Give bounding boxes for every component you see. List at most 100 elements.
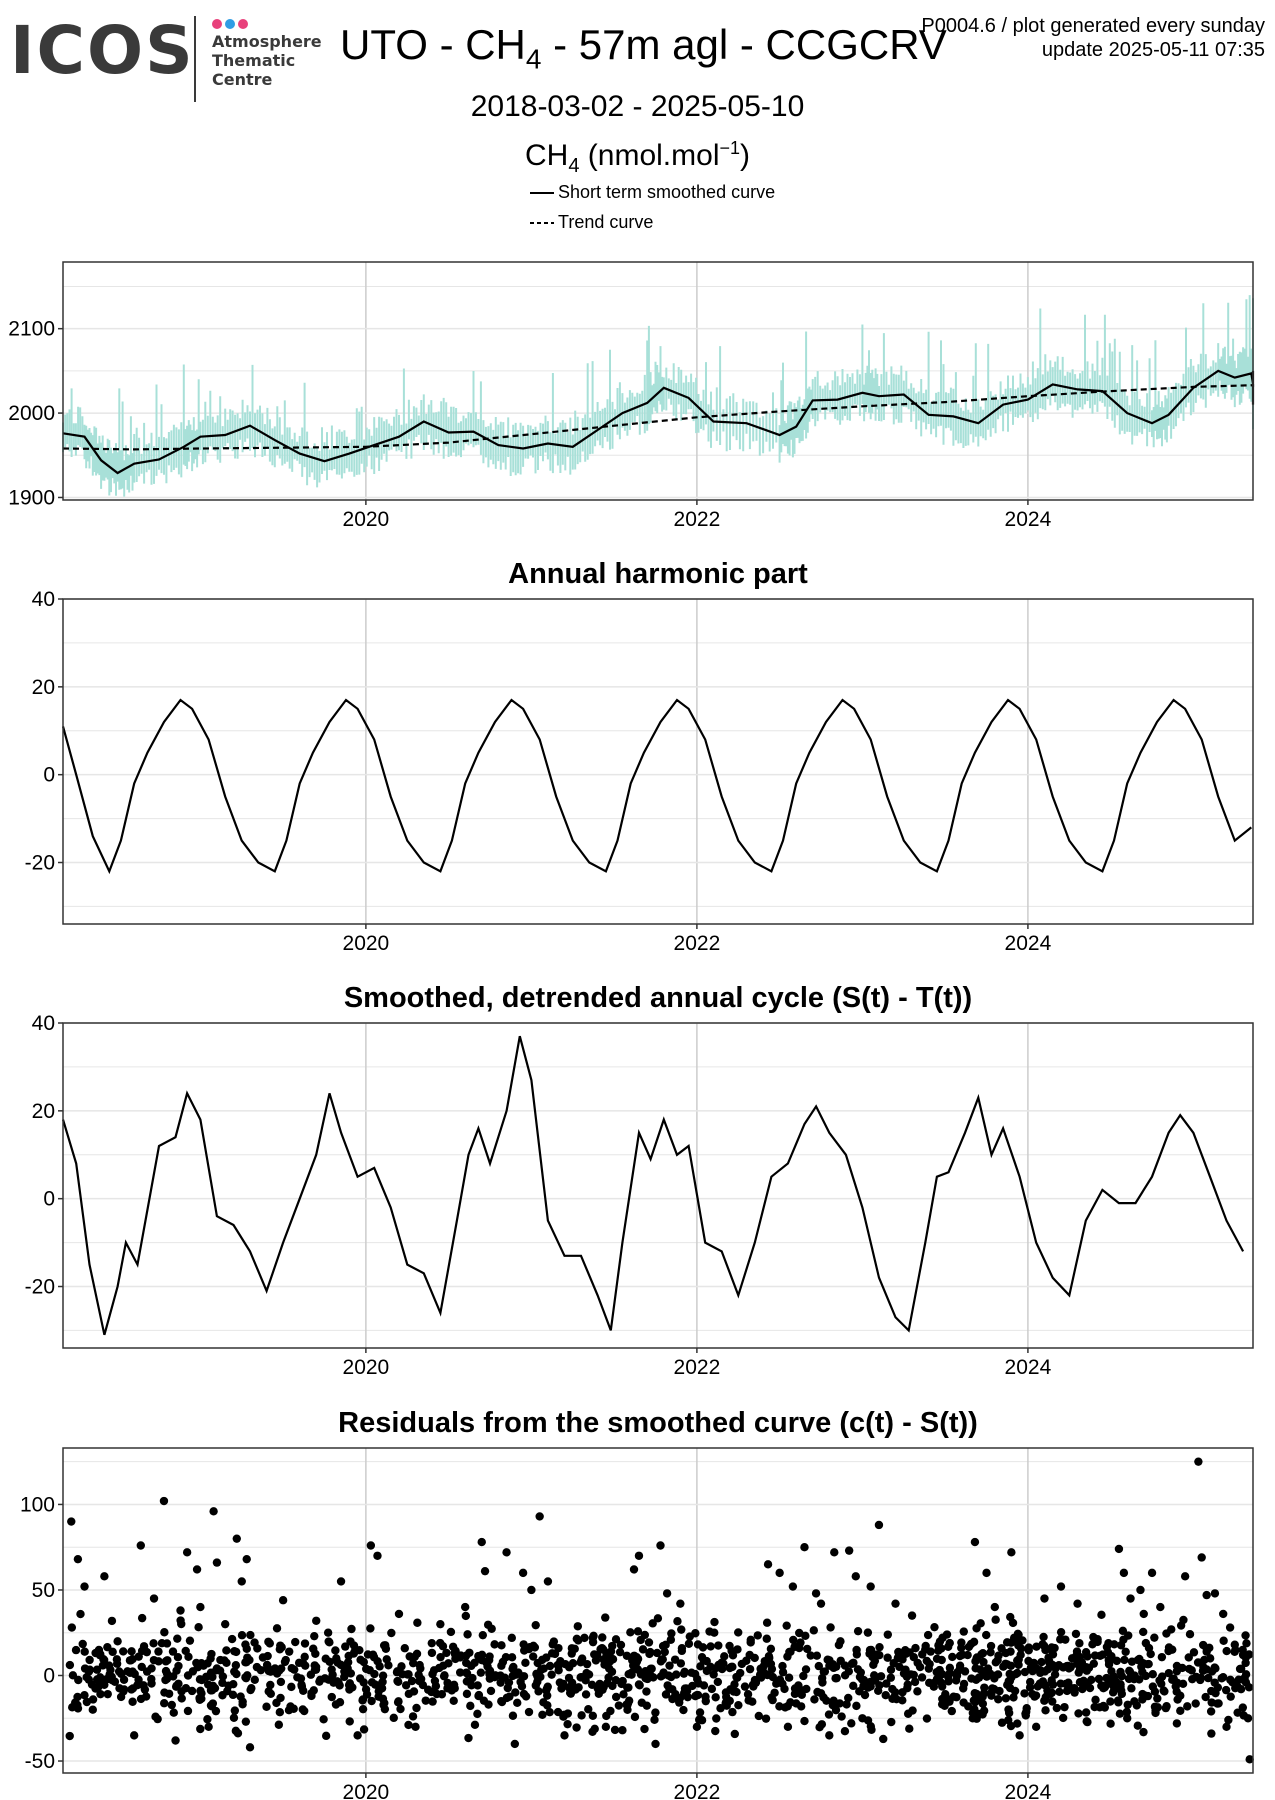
residual-point (986, 1641, 996, 1651)
residual-point (989, 1684, 999, 1694)
residual-point (375, 1662, 384, 1671)
residual-point (851, 1572, 860, 1581)
residual-point (945, 1697, 954, 1706)
residual-point (706, 1642, 715, 1651)
residual-point (670, 1655, 680, 1664)
residual-point (238, 1700, 247, 1709)
residual-point (1062, 1686, 1072, 1696)
residual-point (1139, 1627, 1148, 1637)
residual-point (559, 1679, 568, 1689)
residual-point (574, 1636, 583, 1645)
residual-point (1150, 1687, 1160, 1696)
residual-point (658, 1641, 668, 1651)
residual-point (211, 1706, 221, 1716)
chart-panel-2: 2020 2022 2024 -20 0 20 40 Annual harmonic part (25, 558, 1254, 955)
residual-point (548, 1640, 557, 1649)
residual-point (379, 1700, 388, 1710)
residual-point (1148, 1670, 1157, 1679)
residual-point (671, 1690, 680, 1699)
residual-point (1039, 1641, 1049, 1650)
residual-point (543, 1682, 552, 1691)
residual-point (828, 1660, 838, 1669)
residual-point (408, 1658, 418, 1668)
residual-point (215, 1666, 225, 1675)
residual-point (636, 1635, 645, 1645)
residual-point (359, 1725, 369, 1734)
residual-point (366, 1624, 375, 1633)
residual-point (1184, 1653, 1193, 1662)
residual-point (497, 1641, 506, 1650)
x-tick-label: 2020 (343, 508, 390, 531)
residual-point (957, 1638, 966, 1647)
residual-point (816, 1599, 826, 1608)
residual-point (542, 1653, 551, 1662)
title-subscript: 4 (525, 43, 542, 75)
residual-point (1117, 1689, 1127, 1699)
residual-point (1241, 1631, 1250, 1640)
residual-point (1188, 1674, 1197, 1684)
residual-point (840, 1727, 850, 1736)
residual-point (1075, 1639, 1084, 1648)
residual-point (413, 1618, 422, 1627)
residual-point (497, 1661, 506, 1670)
residual-point (762, 1634, 771, 1643)
residual-point (651, 1739, 660, 1749)
residual-point (1062, 1661, 1072, 1671)
residual-point (245, 1655, 254, 1665)
residual-point (1052, 1703, 1062, 1713)
residual-point (687, 1668, 696, 1677)
residual-point (978, 1692, 987, 1701)
residual-point (918, 1650, 927, 1659)
residual-point (611, 1635, 621, 1644)
residual-point (1135, 1675, 1144, 1684)
residual-point (1117, 1672, 1127, 1681)
residual-point (809, 1626, 819, 1635)
residual-point (1136, 1585, 1145, 1595)
residual-point (1015, 1731, 1024, 1740)
x-tick-label: 2020 (343, 1781, 390, 1800)
residual-point (763, 1560, 773, 1569)
residual-point (1058, 1713, 1068, 1723)
plot-frame (62, 598, 1254, 925)
residual-point (99, 1654, 108, 1664)
residual-point (1071, 1629, 1081, 1639)
residual-point (698, 1643, 708, 1652)
residual-point (1132, 1701, 1142, 1710)
residual-point (222, 1658, 231, 1668)
residual-point (1157, 1679, 1166, 1689)
residual-point (1143, 1660, 1152, 1669)
logo-dot-3 (238, 19, 248, 29)
residual-point (300, 1652, 309, 1662)
residual-point (656, 1541, 665, 1550)
residual-point (1081, 1708, 1091, 1717)
residual-point (790, 1642, 799, 1652)
residual-point (799, 1671, 808, 1681)
residual-point (796, 1702, 806, 1711)
residual-point (1141, 1638, 1151, 1648)
residual-point (601, 1722, 611, 1732)
residual-point (92, 1665, 102, 1674)
residual-point (310, 1631, 319, 1641)
residual-point (685, 1632, 695, 1641)
residual-point (584, 1705, 593, 1714)
residual-point (944, 1672, 953, 1682)
residual-point (252, 1662, 262, 1672)
residual-point (688, 1681, 697, 1691)
residual-point (227, 1634, 237, 1644)
residual-point (819, 1667, 828, 1676)
residual-point (1028, 1666, 1037, 1676)
residual-point (483, 1620, 493, 1629)
residual-point (895, 1662, 904, 1672)
residual-point (140, 1685, 150, 1694)
residual-point (882, 1679, 891, 1688)
residual-point (1224, 1715, 1233, 1725)
residual-point (905, 1724, 914, 1733)
residual-point (451, 1646, 460, 1656)
residual-point (346, 1682, 355, 1691)
residual-point (518, 1672, 528, 1681)
residual-point (312, 1616, 321, 1625)
residual-point (1157, 1652, 1167, 1662)
x-tick-label: 2024 (1005, 932, 1052, 955)
residual-point (751, 1678, 761, 1687)
residual-point (428, 1669, 437, 1679)
